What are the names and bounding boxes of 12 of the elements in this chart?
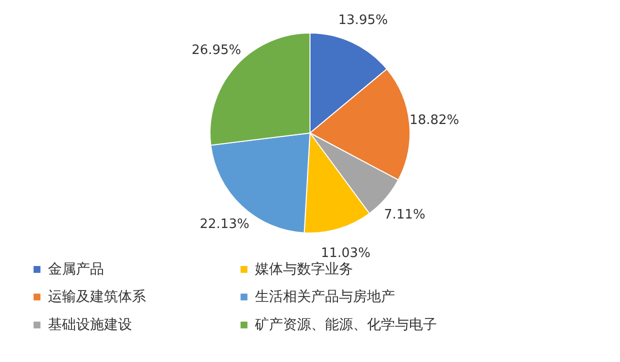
data-label: 7.11% xyxy=(384,208,426,223)
legend-label: 基础设施建设 xyxy=(48,317,132,333)
legend-label: 矿产资源、能源、化学与电子 xyxy=(254,317,437,333)
data-label: 26.95% xyxy=(192,43,242,58)
data-label: 18.82% xyxy=(410,113,460,128)
legend-label: 媒体与数字业务 xyxy=(255,261,353,278)
legend-label: 金属产品 xyxy=(48,261,104,278)
data-label: 11.03% xyxy=(320,246,370,261)
data-label: 22.13% xyxy=(200,217,250,232)
legend-label: 生活相关产品与房地产 xyxy=(255,289,395,305)
data-label: 13.95% xyxy=(338,12,388,28)
legend-label: 运输及建筑体系 xyxy=(48,289,146,305)
